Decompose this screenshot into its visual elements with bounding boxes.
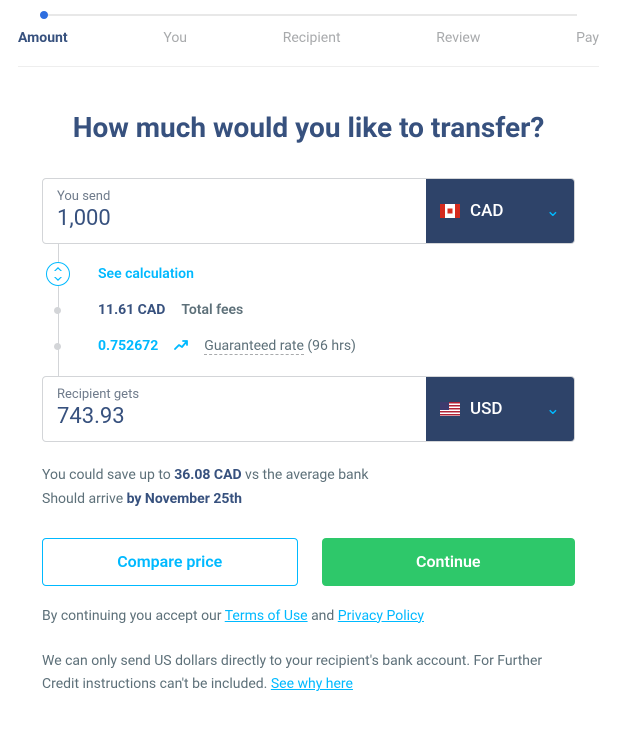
receive-input-wrapper[interactable]: Recipient gets 743.93 — [43, 377, 426, 441]
terms-of-use-link[interactable]: Terms of Use — [225, 608, 308, 624]
total-fees-label: Total fees — [181, 302, 243, 318]
step-recipient[interactable]: Recipient — [283, 30, 341, 46]
page-heading: How much would you like to transfer? — [42, 111, 575, 144]
receive-currency-select[interactable]: USD ⌄ — [426, 377, 574, 441]
step-tabs: Amount You Recipient Review Pay — [18, 30, 599, 67]
flag-ca-icon — [440, 204, 460, 218]
step-review[interactable]: Review — [436, 30, 480, 46]
expand-toggle-icon[interactable] — [46, 262, 70, 286]
savings-amount: 36.08 CAD — [174, 467, 241, 483]
step-amount[interactable]: Amount — [18, 30, 68, 46]
compare-price-button[interactable]: Compare price — [42, 538, 298, 586]
send-amount[interactable]: 1,000 — [57, 206, 412, 231]
trend-up-icon — [174, 338, 188, 354]
exchange-rate: 0.752672 — [98, 338, 158, 354]
calc-dot — [54, 307, 61, 314]
receive-amount[interactable]: 743.93 — [57, 404, 412, 429]
progress-bar — [40, 14, 577, 16]
receive-label: Recipient gets — [57, 387, 412, 402]
guaranteed-rate-label[interactable]: Guaranteed rate — [204, 338, 304, 355]
chevron-down-icon: ⌄ — [546, 201, 560, 221]
send-currency-select[interactable]: CAD ⌄ — [426, 179, 574, 243]
send-row: You send 1,000 CAD ⌄ — [42, 178, 575, 244]
see-why-link[interactable]: See why here — [271, 676, 353, 692]
usd-footnote: We can only send US dollars directly to … — [42, 650, 575, 698]
total-fees-amount: 11.61 CAD — [98, 302, 165, 318]
send-label: You send — [57, 189, 412, 204]
receive-row: Recipient gets 743.93 USD ⌄ — [42, 376, 575, 442]
receive-currency-code: USD — [470, 399, 536, 419]
send-input-wrapper[interactable]: You send 1,000 — [43, 179, 426, 243]
chevron-down-icon: ⌄ — [546, 399, 560, 419]
arrival-date: by November 25th — [127, 491, 242, 507]
see-calculation-link[interactable]: See calculation — [98, 266, 194, 282]
terms-text: By continuing you accept our Terms of Us… — [42, 608, 575, 624]
continue-button[interactable]: Continue — [322, 538, 576, 586]
savings-arrival-info: You could save up to 36.08 CAD vs the av… — [42, 464, 575, 512]
progress-indicator — [40, 11, 48, 19]
privacy-policy-link[interactable]: Privacy Policy — [338, 608, 424, 624]
calculation-breakdown: See calculation 11.61 CAD Total fees 0.7… — [58, 244, 575, 376]
flag-us-icon — [440, 402, 460, 416]
progress-track — [40, 14, 577, 16]
action-buttons: Compare price Continue — [42, 538, 575, 586]
step-pay[interactable]: Pay — [576, 30, 599, 46]
calc-dot — [54, 343, 61, 350]
send-currency-code: CAD — [470, 201, 536, 221]
step-you[interactable]: You — [163, 30, 187, 46]
